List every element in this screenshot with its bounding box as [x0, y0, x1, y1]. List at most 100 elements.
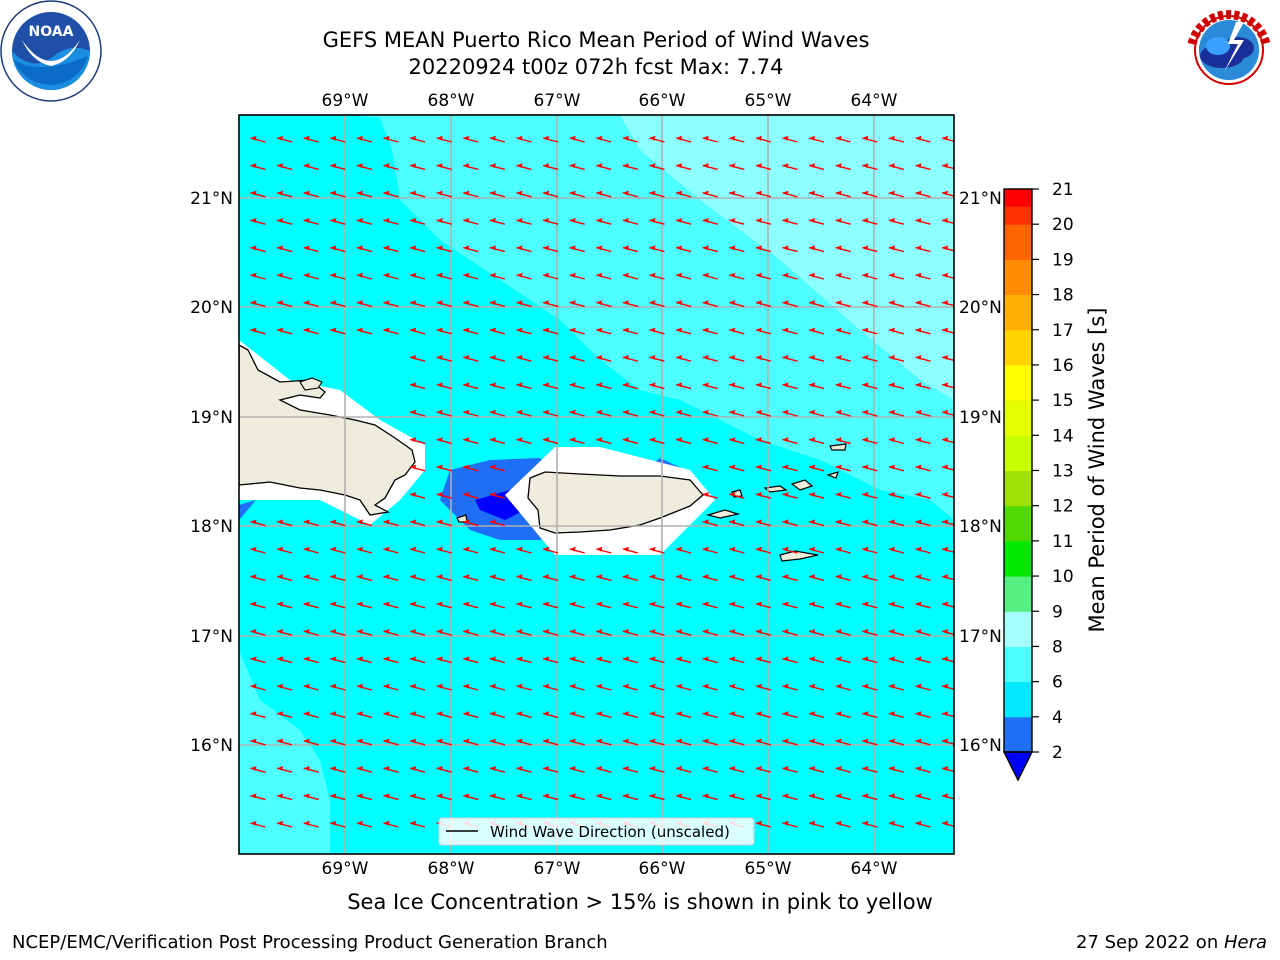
wave-direction-arrowhead — [835, 546, 842, 552]
wave-direction-arrowhead — [410, 300, 417, 305]
wave-direction-arrowhead — [543, 574, 550, 579]
colorbar-tick-label: 6 — [1052, 673, 1063, 693]
wave-direction-arrowhead — [809, 218, 816, 223]
wave-direction-arrowhead — [277, 711, 284, 716]
wave-direction-arrowhead — [356, 300, 363, 305]
wave-direction-arrowhead — [489, 163, 496, 168]
wave-direction-arrowhead — [277, 793, 284, 799]
wave-direction-arrowhead — [463, 629, 470, 634]
wave-direction-arrowhead — [782, 629, 789, 634]
wave-direction-arrowhead — [702, 272, 709, 278]
wave-direction-arrowhead — [729, 601, 736, 607]
wave-direction-arrowhead — [569, 327, 576, 333]
wave-direction-arrowhead — [809, 793, 816, 799]
wave-direction-arrowhead — [782, 355, 789, 360]
wave-direction-arrowhead — [915, 629, 922, 634]
wave-direction-arrowhead — [942, 327, 949, 333]
wave-direction-arrowhead — [596, 355, 603, 360]
wave-direction-arrowhead — [862, 464, 869, 470]
wave-direction-arrowhead — [356, 327, 363, 333]
wave-direction-arrowhead — [676, 163, 683, 168]
wave-direction-arrowhead — [622, 190, 629, 196]
wave-direction-arrowhead — [835, 492, 842, 497]
wave-direction-arrowhead — [463, 546, 470, 552]
island-vieques — [705, 509, 741, 519]
wave-direction-arrowhead — [915, 218, 922, 223]
wave-direction-arrowhead — [702, 519, 709, 525]
wave-direction-arrowhead — [649, 218, 656, 223]
wave-direction-arrowhead — [622, 163, 629, 168]
wave-direction-arrowhead — [915, 546, 922, 552]
wave-direction-arrowhead — [356, 656, 363, 662]
lat-tick-right: 17°N — [959, 627, 1002, 647]
wave-direction-arrowhead — [569, 793, 576, 799]
wave-direction-arrowhead — [755, 574, 762, 579]
wave-direction-arrowhead — [888, 245, 895, 251]
wave-direction-arrowhead — [596, 601, 603, 607]
wave-direction-arrowhead — [729, 163, 736, 168]
wave-direction-arrowhead — [463, 437, 470, 442]
wave-direction-arrowhead — [596, 766, 603, 771]
wave-direction-arrowhead — [888, 327, 895, 333]
wave-direction-arrowhead — [888, 355, 895, 360]
wave-direction-arrowhead — [436, 601, 443, 607]
wave-direction-arrowhead — [942, 519, 949, 525]
wave-direction-arrowhead — [942, 711, 949, 716]
wave-direction-arrowhead — [862, 601, 869, 607]
wave-direction-arrowhead — [489, 656, 496, 662]
wave-direction-arrowhead — [676, 190, 683, 196]
period-8-9-band — [620, 115, 954, 400]
wave-direction-arrowhead — [410, 546, 417, 552]
wave-direction-arrowhead — [383, 820, 390, 826]
land-puerto-rico — [527, 471, 704, 534]
colorbar-segment — [1004, 329, 1032, 366]
wave-direction-arrowhead — [702, 409, 709, 415]
wave-direction-arrowhead — [835, 601, 842, 607]
wave-direction-arrowhead — [516, 629, 523, 634]
wave-direction-arrowhead — [809, 437, 816, 442]
wave-direction-arrowhead — [356, 245, 363, 251]
wave-direction-arrowhead — [463, 245, 470, 251]
wave-direction-arrowhead — [888, 711, 895, 716]
wave-direction-arrowhead — [809, 135, 816, 141]
wave-direction-arrowhead — [330, 711, 337, 716]
wave-direction-arrowhead — [543, 327, 550, 333]
wave-direction-arrowhead — [516, 546, 523, 552]
wave-direction-arrowhead — [782, 245, 789, 251]
wave-direction-arrowhead — [835, 218, 842, 223]
colorbar-segment — [1004, 259, 1032, 296]
wave-direction-arrowhead — [649, 656, 656, 662]
wave-direction-arrowhead — [516, 272, 523, 278]
wave-direction-arrowhead — [649, 382, 656, 388]
wave-direction-arrowhead — [516, 135, 523, 141]
sea-ice-note: Sea Ice Concentration > 15% is shown in … — [347, 890, 933, 914]
wave-direction-arrowhead — [250, 300, 257, 305]
wave-direction-arrowhead — [915, 738, 922, 744]
lat-tick-right: 18°N — [959, 517, 1002, 537]
wave-direction-arrowhead — [862, 574, 869, 579]
wave-direction-arrowhead — [649, 683, 656, 689]
wave-direction-arrowhead — [463, 135, 470, 141]
wave-direction-arrowhead — [782, 574, 789, 579]
wave-direction-arrowhead — [383, 601, 390, 607]
lat-tick-left: 20°N — [190, 298, 233, 318]
wave-direction-arrowhead — [755, 820, 762, 826]
wave-direction-arrowhead — [463, 409, 470, 415]
wave-direction-arrowhead — [410, 683, 417, 689]
wave-direction-arrowhead — [782, 327, 789, 333]
wave-direction-arrowhead — [356, 820, 363, 826]
lon-tick-bottom: 67°W — [534, 859, 581, 879]
wave-direction-arrowhead — [915, 190, 922, 196]
wave-direction-arrowhead — [569, 656, 576, 662]
wave-direction-arrowhead — [463, 519, 470, 525]
wave-direction-arrowhead — [516, 601, 523, 607]
wave-direction-arrowhead — [516, 163, 523, 168]
colorbar-tick-label: 14 — [1052, 426, 1074, 446]
wave-direction-arrowhead — [516, 437, 523, 442]
wave-direction-arrowhead — [809, 245, 816, 251]
lon-tick-top: 65°W — [745, 91, 792, 111]
wave-direction-arrowhead — [862, 409, 869, 415]
wave-direction-arrowhead — [755, 492, 762, 497]
wave-direction-arrowhead — [543, 190, 550, 196]
lat-tick-left: 17°N — [190, 627, 233, 647]
